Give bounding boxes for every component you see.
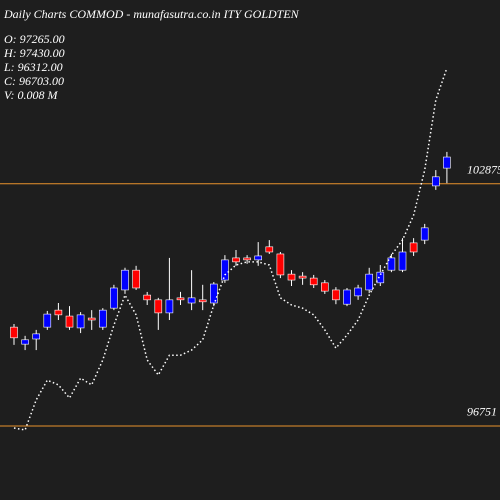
candle-body — [276, 253, 285, 276]
ohlc-info: C: 96703.00 — [4, 74, 64, 88]
candle-body — [243, 257, 251, 261]
candle-body — [376, 271, 385, 284]
candle-body — [76, 314, 85, 329]
ohlc-info: H: 97430.00 — [3, 46, 65, 60]
candle-body — [21, 339, 29, 345]
candle-body — [110, 287, 118, 309]
candle-body — [221, 259, 229, 281]
ohlc-info: L: 96312.00 — [3, 60, 63, 74]
candle-body — [409, 242, 418, 253]
candle-body — [121, 269, 129, 291]
candle-body — [210, 283, 218, 304]
candle-body — [265, 246, 274, 253]
candle-body — [387, 257, 396, 271]
level-label: 102875 — [467, 162, 500, 176]
candle-body — [165, 299, 174, 314]
candle-body — [431, 176, 440, 187]
candle-body — [332, 289, 340, 301]
chart-title: Daily Charts COMMOD - munafasutra.co.in … — [3, 7, 300, 21]
candle-body — [309, 277, 318, 286]
candle-body — [287, 273, 296, 281]
level-label: 96751 — [467, 405, 497, 419]
candle-body — [354, 287, 362, 297]
candle-body — [320, 282, 329, 292]
candle-body — [176, 297, 185, 301]
ohlc-info: V: 0.008 M — [4, 88, 59, 102]
candle-body — [365, 273, 374, 291]
candle-body — [198, 299, 207, 303]
candle-body — [232, 257, 240, 263]
candle-body — [43, 313, 52, 328]
ohlc-info: O: 97265.00 — [4, 32, 65, 46]
candle-body — [254, 255, 262, 261]
candle-body — [154, 299, 163, 314]
candle-body — [143, 294, 151, 301]
candle-body — [99, 309, 107, 328]
candle-body — [87, 317, 96, 321]
candle-body — [398, 251, 407, 271]
candle-body — [343, 289, 351, 305]
candle-body — [132, 269, 140, 289]
candle-body — [298, 275, 307, 279]
candle-body — [10, 326, 18, 339]
candle-body — [443, 156, 451, 169]
candle-body — [420, 227, 429, 241]
candle-body — [187, 297, 196, 304]
candle-body — [65, 315, 74, 328]
candle-body — [32, 333, 41, 340]
dotted-line — [13, 67, 448, 431]
candle-body — [54, 309, 63, 316]
